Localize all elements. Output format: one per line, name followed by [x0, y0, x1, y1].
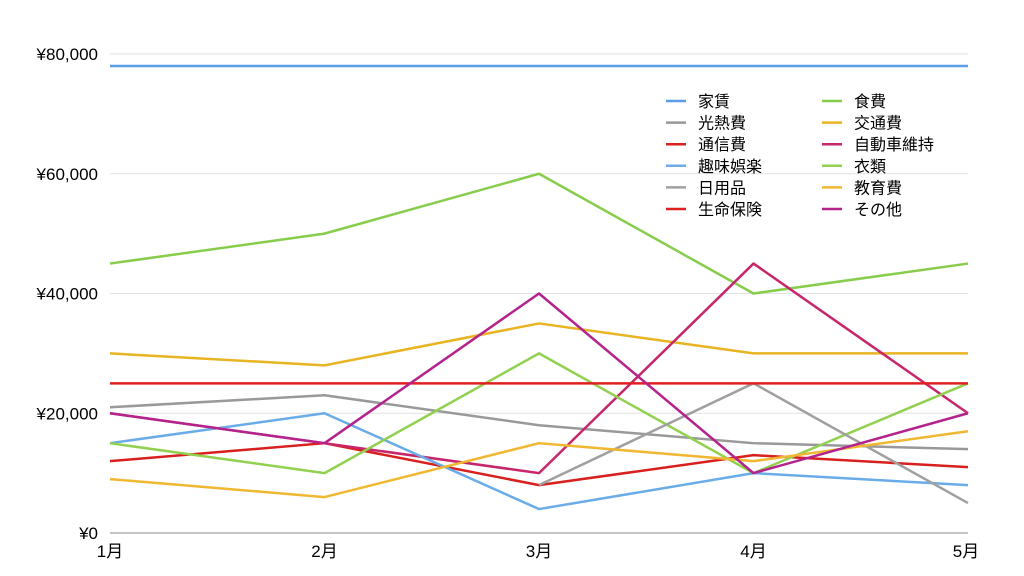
- series-lines: [109, 64, 969, 511]
- legend-item: その他: [822, 200, 902, 219]
- legend-label: 趣味娯楽: [698, 157, 762, 176]
- legend-item: 生命保険: [666, 200, 762, 219]
- legend-item: 交通費: [822, 114, 902, 133]
- legend-label: その他: [854, 200, 902, 219]
- legend-item: 趣味娯楽: [666, 157, 762, 176]
- legend-label: 日用品: [698, 178, 746, 197]
- legend-item: 家賃: [666, 92, 730, 111]
- legend-label: 光熱費: [698, 114, 746, 133]
- y-tick-label: ¥80,000: [36, 45, 98, 64]
- legend-label: 自動車維持: [854, 135, 934, 154]
- x-axis-ticks: 1月 2月 3月 4月 5月: [97, 542, 979, 561]
- legend-label: 衣類: [854, 157, 886, 176]
- y-axis-ticks: ¥0 ¥20,000 ¥40,000 ¥60,000 ¥80,000: [36, 45, 98, 543]
- legend-label: 家賃: [698, 92, 730, 111]
- y-tick-label: ¥0: [78, 524, 98, 543]
- series-line: [109, 394, 969, 451]
- x-tick-label: 3月: [526, 542, 552, 561]
- y-tick-label: ¥60,000: [36, 165, 98, 184]
- x-tick-label: 1月: [97, 542, 123, 561]
- legend-item: 自動車維持: [822, 135, 934, 154]
- y-tick-label: ¥20,000: [36, 404, 98, 423]
- legend-item: 通信費: [666, 135, 746, 154]
- series-line: [109, 352, 969, 475]
- legend-item: 日用品: [666, 178, 746, 197]
- x-tick-label: 5月: [953, 542, 979, 561]
- series-line: [109, 292, 969, 475]
- y-tick-label: ¥40,000: [36, 285, 98, 304]
- series-line: [109, 429, 969, 499]
- x-tick-label: 4月: [740, 542, 766, 561]
- legend-item: 衣類: [822, 157, 886, 176]
- legend-item: 教育費: [822, 178, 902, 197]
- series-line: [109, 322, 968, 367]
- legend-item: 光熱費: [666, 114, 746, 133]
- legend-label: 食費: [854, 92, 886, 111]
- legend-label: 生命保険: [698, 200, 762, 219]
- legend-item: 食費: [822, 92, 886, 111]
- x-tick-label: 2月: [311, 542, 337, 561]
- series-line: [109, 412, 969, 511]
- legend-label: 通信費: [698, 135, 746, 154]
- legend-label: 教育費: [854, 178, 902, 197]
- legend-label: 交通費: [854, 114, 902, 133]
- series-line: [109, 172, 969, 295]
